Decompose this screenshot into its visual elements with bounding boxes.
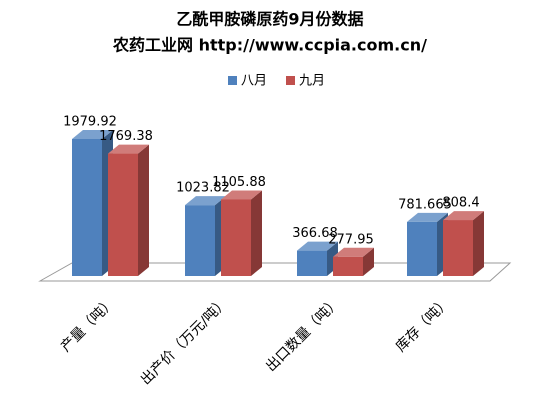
- bar: [72, 130, 113, 276]
- bar-front: [443, 220, 473, 276]
- bar-front: [297, 250, 327, 276]
- bar-top: [72, 130, 113, 139]
- bar-top: [443, 211, 484, 221]
- bar: [297, 241, 338, 276]
- x-tick-label: 出产价（万元/吨）: [138, 294, 232, 388]
- x-tick-label: 库存（吨）: [393, 294, 454, 355]
- legend-swatch: [228, 76, 237, 85]
- bar-top: [297, 241, 338, 251]
- bar-top: [407, 212, 448, 222]
- chart-subtitle: 农药工业网 http://www.ccpia.com.cn/: [112, 36, 427, 55]
- bar-front: [108, 153, 138, 276]
- bar-top: [333, 247, 374, 257]
- legend-label: 九月: [299, 74, 325, 89]
- x-tick-label: 出口数量（吨）: [263, 294, 344, 375]
- floor: [38, 262, 512, 282]
- value-label: 366.68: [292, 226, 338, 241]
- bar-top: [185, 196, 226, 206]
- bar-side: [473, 211, 484, 276]
- value-label: 1105.88: [212, 175, 266, 190]
- bar-side: [363, 247, 374, 276]
- value-label: 277.95: [328, 232, 374, 247]
- value-label: 1979.92: [63, 115, 117, 130]
- bar: [443, 211, 484, 276]
- bar-front: [72, 139, 102, 276]
- x-tick-label: 产量（吨）: [58, 294, 119, 355]
- bar-top: [108, 144, 149, 154]
- value-label: 1769.38: [99, 129, 153, 144]
- bar: [221, 190, 262, 276]
- bar: [333, 247, 374, 276]
- legend-label: 八月: [241, 74, 267, 89]
- bar-side: [138, 144, 149, 276]
- chart-title: 乙酰甲胺磷原药9月份数据: [176, 10, 363, 29]
- bar-side: [251, 190, 262, 276]
- bar: [108, 144, 149, 276]
- bar-front: [333, 256, 363, 276]
- value-label: 1023.82: [176, 181, 230, 196]
- bar-front: [221, 199, 251, 276]
- legend-swatch: [286, 76, 295, 85]
- bar-front: [185, 205, 215, 276]
- bar: [185, 196, 226, 276]
- value-label: 808.4: [442, 196, 479, 211]
- value-label: 781.665: [398, 197, 452, 212]
- bar-front: [407, 221, 437, 276]
- bar: [407, 212, 448, 276]
- bar-top: [221, 190, 262, 200]
